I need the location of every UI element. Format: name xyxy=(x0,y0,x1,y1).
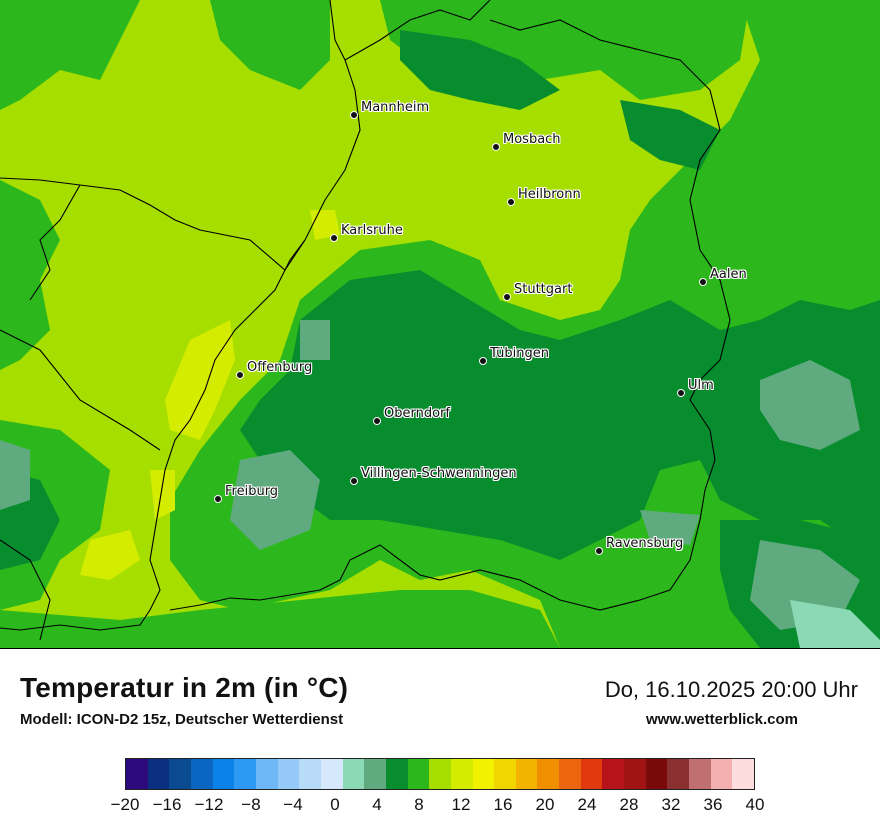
city-dot xyxy=(373,416,381,425)
legend-swatch xyxy=(472,759,495,789)
city-label: Freiburg xyxy=(225,484,279,499)
city-marker: Oberndorf xyxy=(373,406,450,430)
legend-swatch xyxy=(689,759,711,789)
legend-swatch xyxy=(732,759,755,789)
legend-tick-label: −12 xyxy=(194,795,224,814)
legend-swatch xyxy=(277,759,300,789)
city-dot xyxy=(507,197,515,206)
city-label: Stuttgart xyxy=(514,282,573,297)
legend-tick-label: 36 xyxy=(703,795,723,814)
city-dot xyxy=(350,476,358,485)
legend-tick-label: 28 xyxy=(619,795,639,814)
map-title: Temperatur in 2m (in °C) xyxy=(20,672,349,703)
city-dot xyxy=(479,356,487,365)
city-label: Karlsruhe xyxy=(341,223,403,238)
city-dot xyxy=(492,142,500,151)
legend-tick-label: −4 xyxy=(283,795,303,814)
legend-tick-label: 40 xyxy=(745,795,765,814)
legend-tick-label: 24 xyxy=(577,795,597,814)
legend-tick-label: −8 xyxy=(241,795,261,814)
legend-swatch xyxy=(602,759,625,789)
city-dot xyxy=(595,546,603,555)
legend-tick-label: 4 xyxy=(372,795,382,814)
legend-tick-label: 0 xyxy=(330,795,340,814)
legend-tick-label: 8 xyxy=(414,795,424,814)
legend-ticks: −20 −16 −12 −8 −4 0 4 8 12 16 20 24 28 32 36 40 xyxy=(111,795,765,817)
city-label: Ulm xyxy=(688,378,714,393)
city-dot xyxy=(330,233,338,242)
legend-swatch xyxy=(364,759,386,789)
legend-swatch xyxy=(429,759,451,789)
legend-swatch xyxy=(450,759,473,789)
city-label: Oberndorf xyxy=(384,406,450,421)
legend-tick-label: 16 xyxy=(493,795,513,814)
temperature-map: Mannheim Mosbach Heilbronn Karlsruhe Aal… xyxy=(0,0,880,649)
city-marker: Stuttgart xyxy=(503,282,572,306)
city-marker: Mannheim xyxy=(350,100,429,124)
legend-swatch xyxy=(537,759,560,789)
website-link[interactable]: www.wetterblick.com xyxy=(646,711,798,728)
city-dot xyxy=(236,370,244,379)
legend-swatch xyxy=(385,759,408,789)
legend-swatch xyxy=(126,759,148,789)
city-marker: Offenburg xyxy=(236,360,312,384)
city-label: Mannheim xyxy=(361,100,430,115)
model-subtitle: Modell: ICON-D2 15z, Deutscher Wetterdie… xyxy=(20,711,344,728)
city-marker: Aalen xyxy=(699,267,747,291)
city-label: Aalen xyxy=(710,267,747,282)
city-dot xyxy=(699,277,707,286)
city-dot xyxy=(503,292,511,301)
city-label: Offenburg xyxy=(247,360,313,375)
legend-tick-label: −16 xyxy=(152,795,182,814)
legend-swatch xyxy=(299,759,321,789)
city-dot xyxy=(214,494,222,503)
legend-swatch xyxy=(515,759,538,789)
legend-tick-label: −20 xyxy=(110,795,140,814)
city-marker: Tübingen xyxy=(479,346,549,370)
city-dot xyxy=(350,110,358,119)
forecast-datetime: Do, 16.10.2025 20:00 Uhr xyxy=(604,677,858,702)
city-label: Ravensburg xyxy=(606,536,684,551)
legend-swatch xyxy=(190,759,213,789)
legend-swatch xyxy=(255,759,278,789)
city-marker: Villingen-Schwenningen xyxy=(350,466,517,490)
legend-swatch xyxy=(320,759,343,789)
legend-swatch xyxy=(494,759,516,789)
city-marker: Freiburg xyxy=(214,484,278,508)
city-label: Mosbach xyxy=(503,132,561,147)
legend-swatch xyxy=(169,759,191,789)
city-marker: Heilbronn xyxy=(507,187,581,211)
legend-swatch xyxy=(580,759,603,789)
city-marker: Ravensburg xyxy=(595,536,683,560)
city-label: Tübingen xyxy=(490,346,549,361)
color-legend xyxy=(125,758,755,790)
legend-tick-label: 32 xyxy=(661,795,681,814)
legend-swatch xyxy=(407,759,430,789)
legend-swatch xyxy=(624,759,646,789)
city-marker: Mosbach xyxy=(492,132,561,156)
legend-swatch xyxy=(147,759,170,789)
temperature-field xyxy=(0,0,880,648)
legend-swatch xyxy=(212,759,235,789)
legend-tick-label: 20 xyxy=(535,795,555,814)
city-label: Heilbronn xyxy=(518,187,581,202)
city-label: Villingen-Schwenningen xyxy=(361,466,517,481)
city-marker: Ulm xyxy=(677,378,714,402)
legend-swatch xyxy=(645,759,668,789)
city-dot xyxy=(677,388,685,397)
legend-swatch xyxy=(342,759,365,789)
legend-swatch xyxy=(667,759,690,789)
legend-swatch xyxy=(559,759,581,789)
legend-tick-label: 12 xyxy=(451,795,471,814)
legend-swatch xyxy=(710,759,733,789)
city-marker: Karlsruhe xyxy=(330,223,403,247)
legend-swatch xyxy=(234,759,256,789)
